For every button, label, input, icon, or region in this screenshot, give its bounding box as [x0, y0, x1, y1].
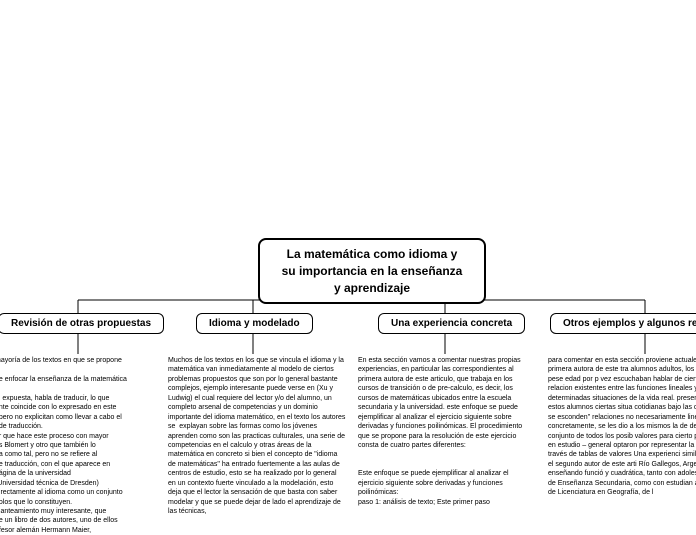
- child-idioma[interactable]: Idioma y modelado: [196, 313, 313, 334]
- child-otros[interactable]: Otros ejemplos y algunos resulta: [550, 313, 696, 334]
- root-node[interactable]: La matemática como idioma y su importanc…: [258, 238, 486, 304]
- child-revision[interactable]: Revisión de otras propuestas: [0, 313, 164, 334]
- desc-experiencia: En esta sección vamos a comentar nuestra…: [358, 356, 534, 507]
- desc-otros: para comentar en esta sección proviene a…: [548, 356, 696, 498]
- mindmap-canvas: La matemática como idioma y su importanc…: [0, 0, 696, 520]
- desc-revision: mayoría de los textos en que se propone …: [0, 356, 169, 535]
- child-experiencia[interactable]: Una experiencia concreta: [378, 313, 525, 334]
- desc-idioma: Muchos de los textos en los que se vincu…: [168, 356, 346, 516]
